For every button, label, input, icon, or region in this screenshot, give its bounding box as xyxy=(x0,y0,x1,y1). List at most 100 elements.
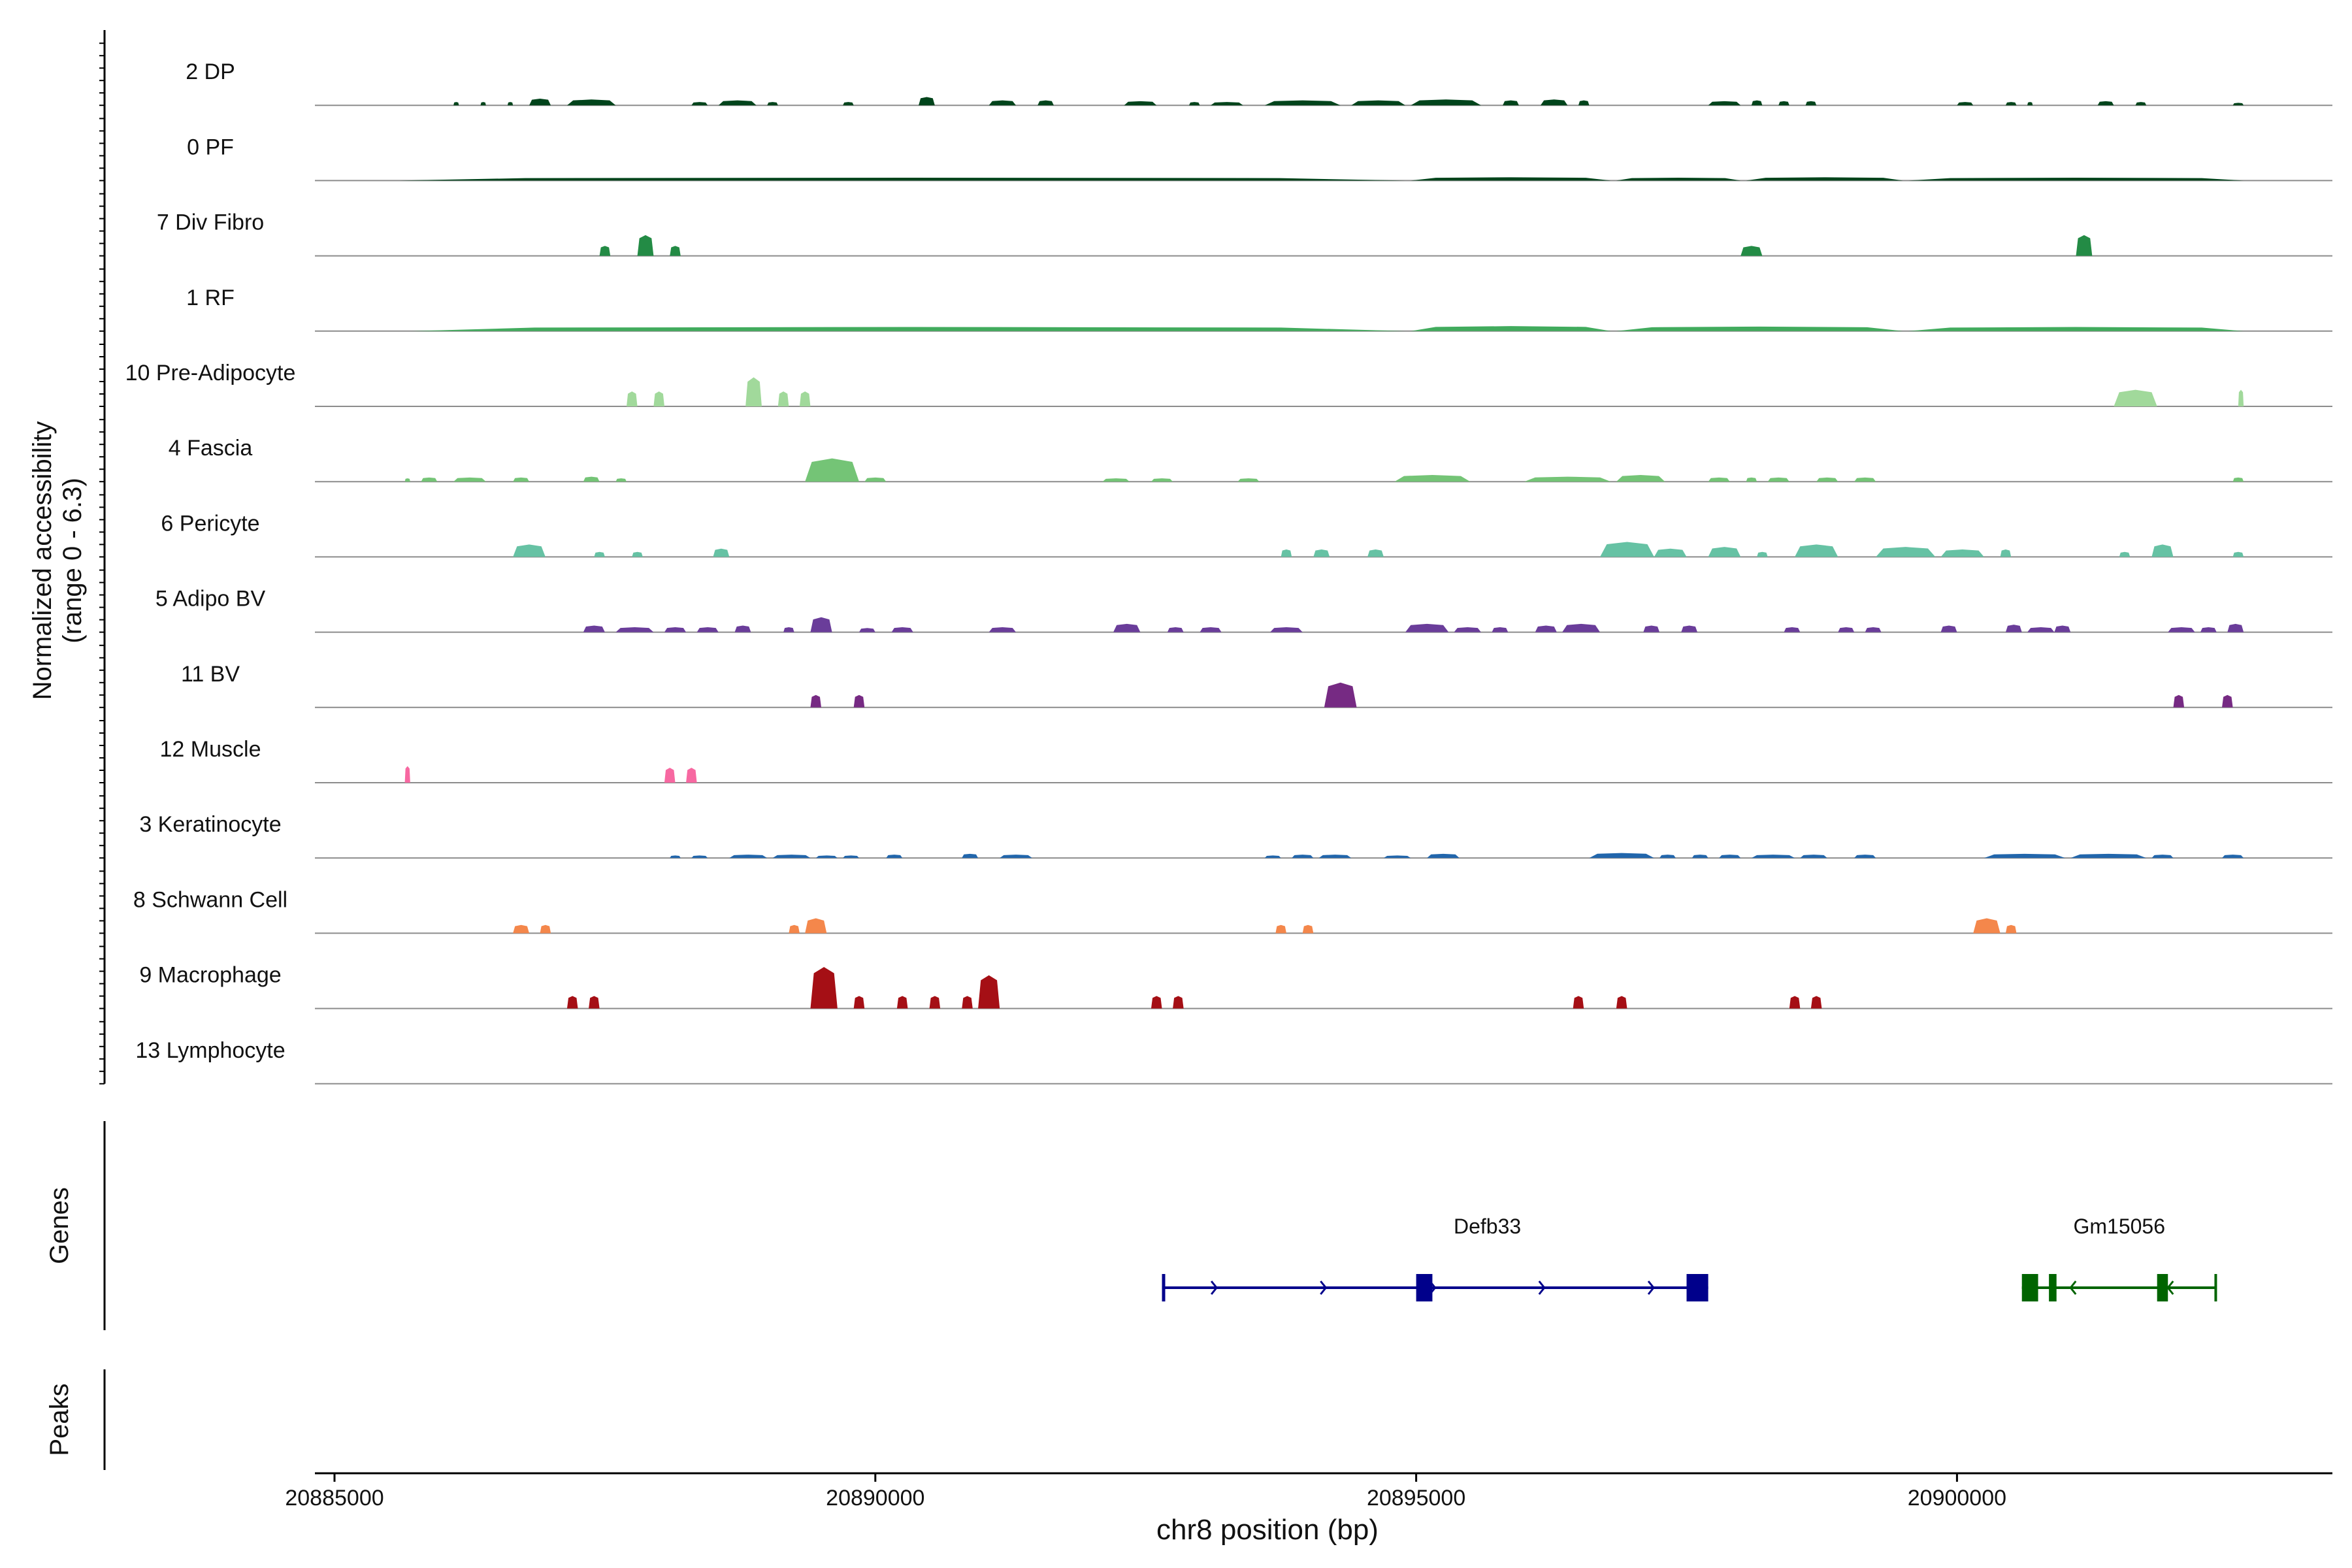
coverage-peak xyxy=(1940,549,1984,557)
coverage-peak xyxy=(1751,855,1795,858)
coverage-peak xyxy=(1405,623,1449,632)
coverage-peak xyxy=(1302,924,1314,934)
coverage-peak xyxy=(713,548,730,557)
coverage-peak xyxy=(729,855,768,858)
y-axis-label-line1: Normalized accessibility xyxy=(28,421,57,700)
coverage-peak xyxy=(2222,855,2244,858)
coverage-peak xyxy=(1973,918,2001,934)
coverage-peak xyxy=(399,177,1406,181)
coverage-peak xyxy=(789,924,800,934)
track-label: 5 Adipo BV xyxy=(155,587,266,612)
coverage-peak xyxy=(1151,996,1162,1009)
coverage-peak xyxy=(1984,853,2065,858)
coverage-peak xyxy=(615,627,654,632)
coverage-peak xyxy=(2027,102,2033,106)
coverage-peak xyxy=(962,996,973,1009)
coverage-peak xyxy=(453,477,486,482)
coverage-peak xyxy=(2173,694,2185,708)
coverage-peak xyxy=(2114,389,2157,406)
coverage-peak xyxy=(513,544,546,557)
y-axis-label-line2: (range 0 - 6.3) xyxy=(58,478,87,643)
coverage-peak xyxy=(1292,855,1314,858)
coverage-peak xyxy=(615,478,627,482)
strand-arrow xyxy=(2166,1281,2174,1295)
coverage-peak xyxy=(1654,548,1687,557)
coverage-peak xyxy=(513,924,530,934)
track: 13 Lymphocyte xyxy=(135,1038,2332,1085)
y-axis xyxy=(99,30,106,1085)
coverage-peak xyxy=(632,551,643,557)
track-label: 4 Fascia xyxy=(169,436,253,461)
coverage-peak xyxy=(896,996,908,1009)
coverage-peak xyxy=(1503,100,1519,106)
x-tick-label: 20895000 xyxy=(1367,1486,1465,1511)
x-axis: 20885000 20890000 20895000 20900000 xyxy=(285,1472,2332,1511)
strand-arrow xyxy=(1429,1281,1437,1295)
coverage-peak xyxy=(1740,246,1763,256)
coverage-peak xyxy=(1540,99,1568,106)
coverage-peak xyxy=(2151,544,2174,557)
coverage-peak xyxy=(1876,547,1936,557)
coverage-peak xyxy=(2151,855,2174,858)
coverage-peak xyxy=(853,996,865,1009)
track: 7 Div Fibro xyxy=(157,210,2332,257)
coverage-peak xyxy=(2135,102,2147,106)
coverage-peak xyxy=(745,377,762,406)
coverage-peak xyxy=(1757,551,1768,557)
coverage-peak xyxy=(2232,477,2244,482)
coverage-peak xyxy=(1237,478,1260,482)
coverage-peak xyxy=(1616,326,1903,331)
coverage-peak xyxy=(1383,855,1411,858)
gene-model: Defb33 xyxy=(1162,1215,1708,1301)
coverage-peak xyxy=(1854,477,1876,482)
coverage-peak xyxy=(978,975,1000,1009)
gene-exon xyxy=(2049,1274,2057,1301)
coverage-peak xyxy=(1113,623,1141,632)
coverage-peak xyxy=(599,246,611,256)
strand-arrow xyxy=(1320,1281,1328,1295)
coverage-peak xyxy=(2005,102,2017,106)
coverage-peak xyxy=(2076,235,2093,256)
coverage-peak xyxy=(1805,101,1817,106)
coverage-peak xyxy=(1394,475,1471,482)
coverage-peak xyxy=(1908,177,2244,181)
coverage-peak xyxy=(1838,627,1855,632)
coverage-peak xyxy=(540,924,551,934)
gene-exon xyxy=(1686,1274,1708,1301)
coverage-peak xyxy=(1264,855,1281,858)
coverage-peak xyxy=(566,99,616,106)
gene-label: Gm15056 xyxy=(2073,1215,2165,1238)
coverage-peak xyxy=(637,235,654,256)
coverage-peak xyxy=(583,476,600,482)
coverage-peak xyxy=(886,855,903,858)
coverage-peak xyxy=(1492,627,1509,632)
coverage-peak xyxy=(480,102,486,106)
gene-exon xyxy=(2021,1274,2038,1301)
track: 3 Keratinocyte xyxy=(139,812,2332,859)
coverage-peak xyxy=(2119,551,2131,557)
coverage-peak xyxy=(691,102,708,106)
strand-arrow xyxy=(1647,1281,1655,1295)
coverage-peak xyxy=(1562,623,1601,632)
coverage-peak xyxy=(410,327,1406,331)
coverage-peak xyxy=(1957,102,1974,106)
track-label: 8 Schwann Cell xyxy=(133,887,287,912)
coverage-peak xyxy=(1411,99,1481,106)
coverage-peak xyxy=(1691,855,1708,858)
coverage-peak xyxy=(1367,549,1384,557)
coverage-peak xyxy=(777,391,789,406)
coverage-peak xyxy=(1524,476,1611,482)
coverage-peak xyxy=(2097,101,2114,106)
gene-label: Defb33 xyxy=(1454,1215,1521,1238)
coverage-peak xyxy=(1784,627,1801,632)
track-label: 10 Pre-Adipocyte xyxy=(125,361,296,385)
coverage-peak xyxy=(453,102,459,106)
coverage-peak xyxy=(1578,100,1590,106)
coverage-peak xyxy=(1708,547,1741,557)
coverage-peak xyxy=(767,102,778,106)
gene-exon xyxy=(1416,1274,1433,1301)
gene-model: Gm15056 xyxy=(2021,1215,2217,1301)
track-label: 7 Div Fibro xyxy=(157,210,264,235)
coverage-peak xyxy=(686,768,697,783)
